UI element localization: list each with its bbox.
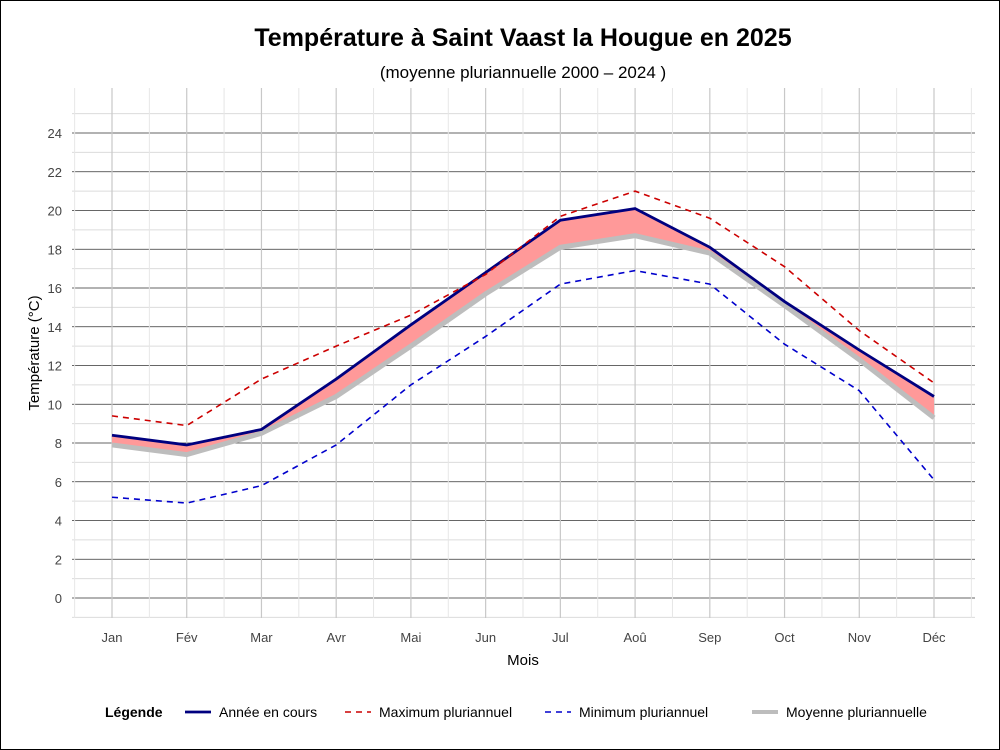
x-tick-label: Jun xyxy=(475,630,496,645)
legend-label: Minimum pluriannuel xyxy=(579,704,708,720)
y-tick-label: 14 xyxy=(48,320,62,335)
y-axis-label: Température (°C) xyxy=(26,295,43,410)
x-tick-label: Avr xyxy=(327,630,347,645)
x-tick-label: Aoû xyxy=(624,630,647,645)
x-axis-label: Mois xyxy=(507,652,539,669)
y-tick-label: 0 xyxy=(55,591,62,606)
y-tick-label: 2 xyxy=(55,552,62,567)
y-tick-label: 16 xyxy=(48,281,62,296)
y-tick-label: 12 xyxy=(48,359,62,374)
series-line-maximum-pluriannuel xyxy=(111,190,935,427)
x-tick-label: Nov xyxy=(848,630,872,645)
y-tick-label: 4 xyxy=(55,514,62,529)
legend-title: Légende xyxy=(105,704,163,720)
x-tick-label: Oct xyxy=(774,630,795,645)
legend-label: Moyenne pluriannuelle xyxy=(786,704,927,720)
y-tick-label: 8 xyxy=(55,436,62,451)
legend-label: Maximum pluriannuel xyxy=(379,704,512,720)
y-tick-label: 24 xyxy=(48,126,62,141)
x-tick-label: Déc xyxy=(922,630,946,645)
series-line-ann-e-en-cours xyxy=(111,207,935,447)
series-lines xyxy=(111,190,936,504)
chart-subtitle: (moyenne pluriannuelle 2000 – 2024 ) xyxy=(380,63,666,82)
y-tick-label: 10 xyxy=(48,397,62,412)
y-tick-label: 18 xyxy=(48,242,62,257)
grid xyxy=(72,88,975,618)
y-tick-label: 20 xyxy=(48,204,62,219)
legend: Légende Année en cours Maximum pluriannue… xyxy=(105,704,927,720)
x-tick-label: Sep xyxy=(698,630,721,645)
y-tick-label: 6 xyxy=(55,475,62,490)
x-tick-label: Jan xyxy=(102,630,123,645)
x-tick-label: Fév xyxy=(176,630,198,645)
x-tick-label: Mai xyxy=(400,630,421,645)
x-tick-label: Mar xyxy=(250,630,273,645)
chart-title: Température à Saint Vaast la Hougue en 2… xyxy=(254,24,791,52)
x-tick-label: Jul xyxy=(552,630,569,645)
series-line-moyenne-pluriannuelle xyxy=(111,233,936,458)
legend-label: Année en cours xyxy=(219,704,317,720)
y-tick-label: 22 xyxy=(48,165,62,180)
series-line-minimum-pluriannuel xyxy=(111,269,935,504)
